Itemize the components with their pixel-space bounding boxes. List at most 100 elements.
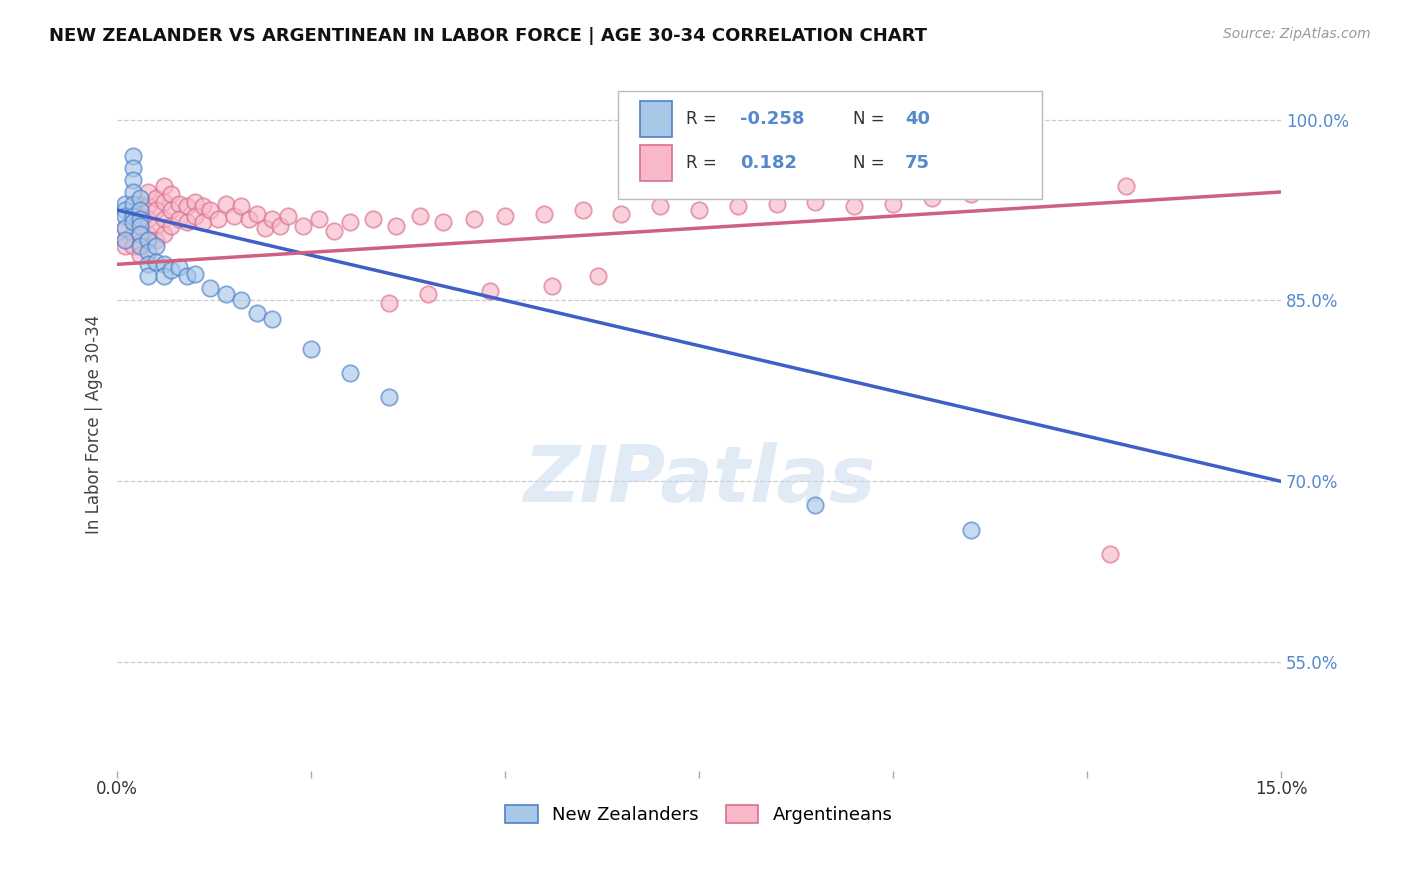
Point <box>377 390 399 404</box>
Point <box>145 202 167 217</box>
Point <box>292 219 315 233</box>
Point <box>129 191 152 205</box>
Point <box>176 269 198 284</box>
Point <box>1099 547 1122 561</box>
Point <box>129 202 152 217</box>
Point <box>463 211 485 226</box>
Point <box>114 197 136 211</box>
Point <box>191 215 214 229</box>
Point <box>361 211 384 226</box>
Point <box>152 211 174 226</box>
Point <box>238 211 260 226</box>
FancyBboxPatch shape <box>640 101 672 137</box>
Point <box>121 197 143 211</box>
Point <box>152 269 174 284</box>
Point <box>804 499 827 513</box>
Point <box>152 178 174 193</box>
Point <box>136 199 159 213</box>
Point <box>136 211 159 226</box>
Point <box>121 173 143 187</box>
Point <box>145 191 167 205</box>
Point <box>160 187 183 202</box>
Text: 0.0%: 0.0% <box>96 780 138 798</box>
Point <box>129 209 152 223</box>
Point <box>145 233 167 247</box>
Point <box>533 207 555 221</box>
Point <box>167 197 190 211</box>
Point <box>432 215 454 229</box>
Point <box>959 187 981 202</box>
Point <box>129 219 152 233</box>
Point <box>160 219 183 233</box>
Point <box>215 197 238 211</box>
Point <box>688 202 710 217</box>
Point <box>650 199 672 213</box>
Point <box>176 215 198 229</box>
Point <box>200 202 222 217</box>
Text: R =: R = <box>686 153 723 172</box>
Point <box>610 207 633 221</box>
Text: R =: R = <box>686 110 723 128</box>
Point <box>478 284 501 298</box>
Text: 0.182: 0.182 <box>740 153 797 172</box>
Point <box>114 221 136 235</box>
Point <box>339 215 361 229</box>
Point <box>114 202 136 217</box>
Text: NEW ZEALANDER VS ARGENTINEAN IN LABOR FORCE | AGE 30-34 CORRELATION CHART: NEW ZEALANDER VS ARGENTINEAN IN LABOR FO… <box>49 27 927 45</box>
Point <box>114 233 136 247</box>
Point <box>262 311 284 326</box>
Point <box>246 305 269 319</box>
Point <box>121 227 143 242</box>
Point <box>262 211 284 226</box>
Point <box>129 197 152 211</box>
Point <box>129 248 152 262</box>
Point <box>200 281 222 295</box>
Point <box>160 202 183 217</box>
Point <box>114 221 136 235</box>
Point <box>231 293 253 308</box>
Point <box>152 227 174 242</box>
Point <box>494 209 516 223</box>
Point <box>136 233 159 247</box>
Point <box>129 227 152 242</box>
Point <box>385 219 408 233</box>
Legend: New Zealanders, Argentineans: New Zealanders, Argentineans <box>505 805 893 824</box>
Point <box>277 209 299 223</box>
Point <box>121 215 143 229</box>
Point <box>191 199 214 213</box>
Point <box>727 199 749 213</box>
Point <box>253 221 276 235</box>
Text: 75: 75 <box>905 153 929 172</box>
Point <box>269 219 291 233</box>
Point <box>921 191 943 205</box>
Point <box>323 223 346 237</box>
Point <box>804 194 827 209</box>
Point <box>184 209 207 223</box>
Point <box>121 209 143 223</box>
Point <box>136 185 159 199</box>
Point <box>145 255 167 269</box>
Text: Source: ZipAtlas.com: Source: ZipAtlas.com <box>1223 27 1371 41</box>
Point <box>308 211 330 226</box>
Point <box>129 239 152 253</box>
Point <box>114 239 136 253</box>
Point <box>299 342 322 356</box>
Point <box>416 287 439 301</box>
Point <box>136 269 159 284</box>
Point <box>377 296 399 310</box>
Point <box>176 199 198 213</box>
Point <box>121 185 143 199</box>
Point <box>136 245 159 260</box>
Point <box>586 269 609 284</box>
Point <box>215 287 238 301</box>
Text: N =: N = <box>852 110 890 128</box>
Point <box>207 211 229 226</box>
FancyBboxPatch shape <box>640 145 672 181</box>
Point <box>145 239 167 253</box>
Text: 40: 40 <box>905 110 929 128</box>
Point <box>121 239 143 253</box>
Point <box>136 257 159 271</box>
Point <box>121 209 143 223</box>
Point <box>129 219 152 233</box>
Point <box>167 211 190 226</box>
